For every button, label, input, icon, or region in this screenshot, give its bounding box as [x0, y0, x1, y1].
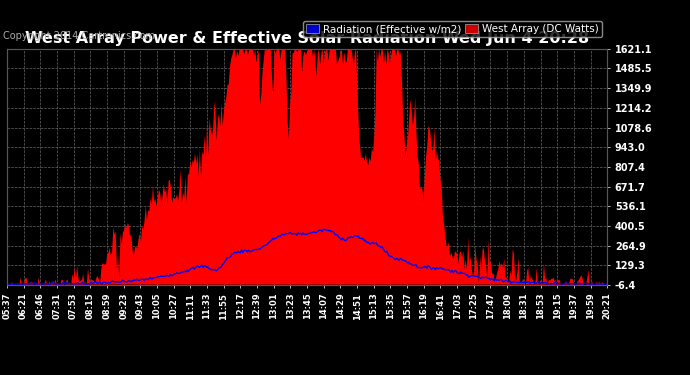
Text: Copyright 2014 Cartronics.com: Copyright 2014 Cartronics.com [3, 32, 155, 41]
Legend: Radiation (Effective w/m2), West Array (DC Watts): Radiation (Effective w/m2), West Array (… [303, 21, 602, 37]
Title: West Array Power & Effective Solar Radiation Wed Jun 4 20:28: West Array Power & Effective Solar Radia… [25, 31, 589, 46]
